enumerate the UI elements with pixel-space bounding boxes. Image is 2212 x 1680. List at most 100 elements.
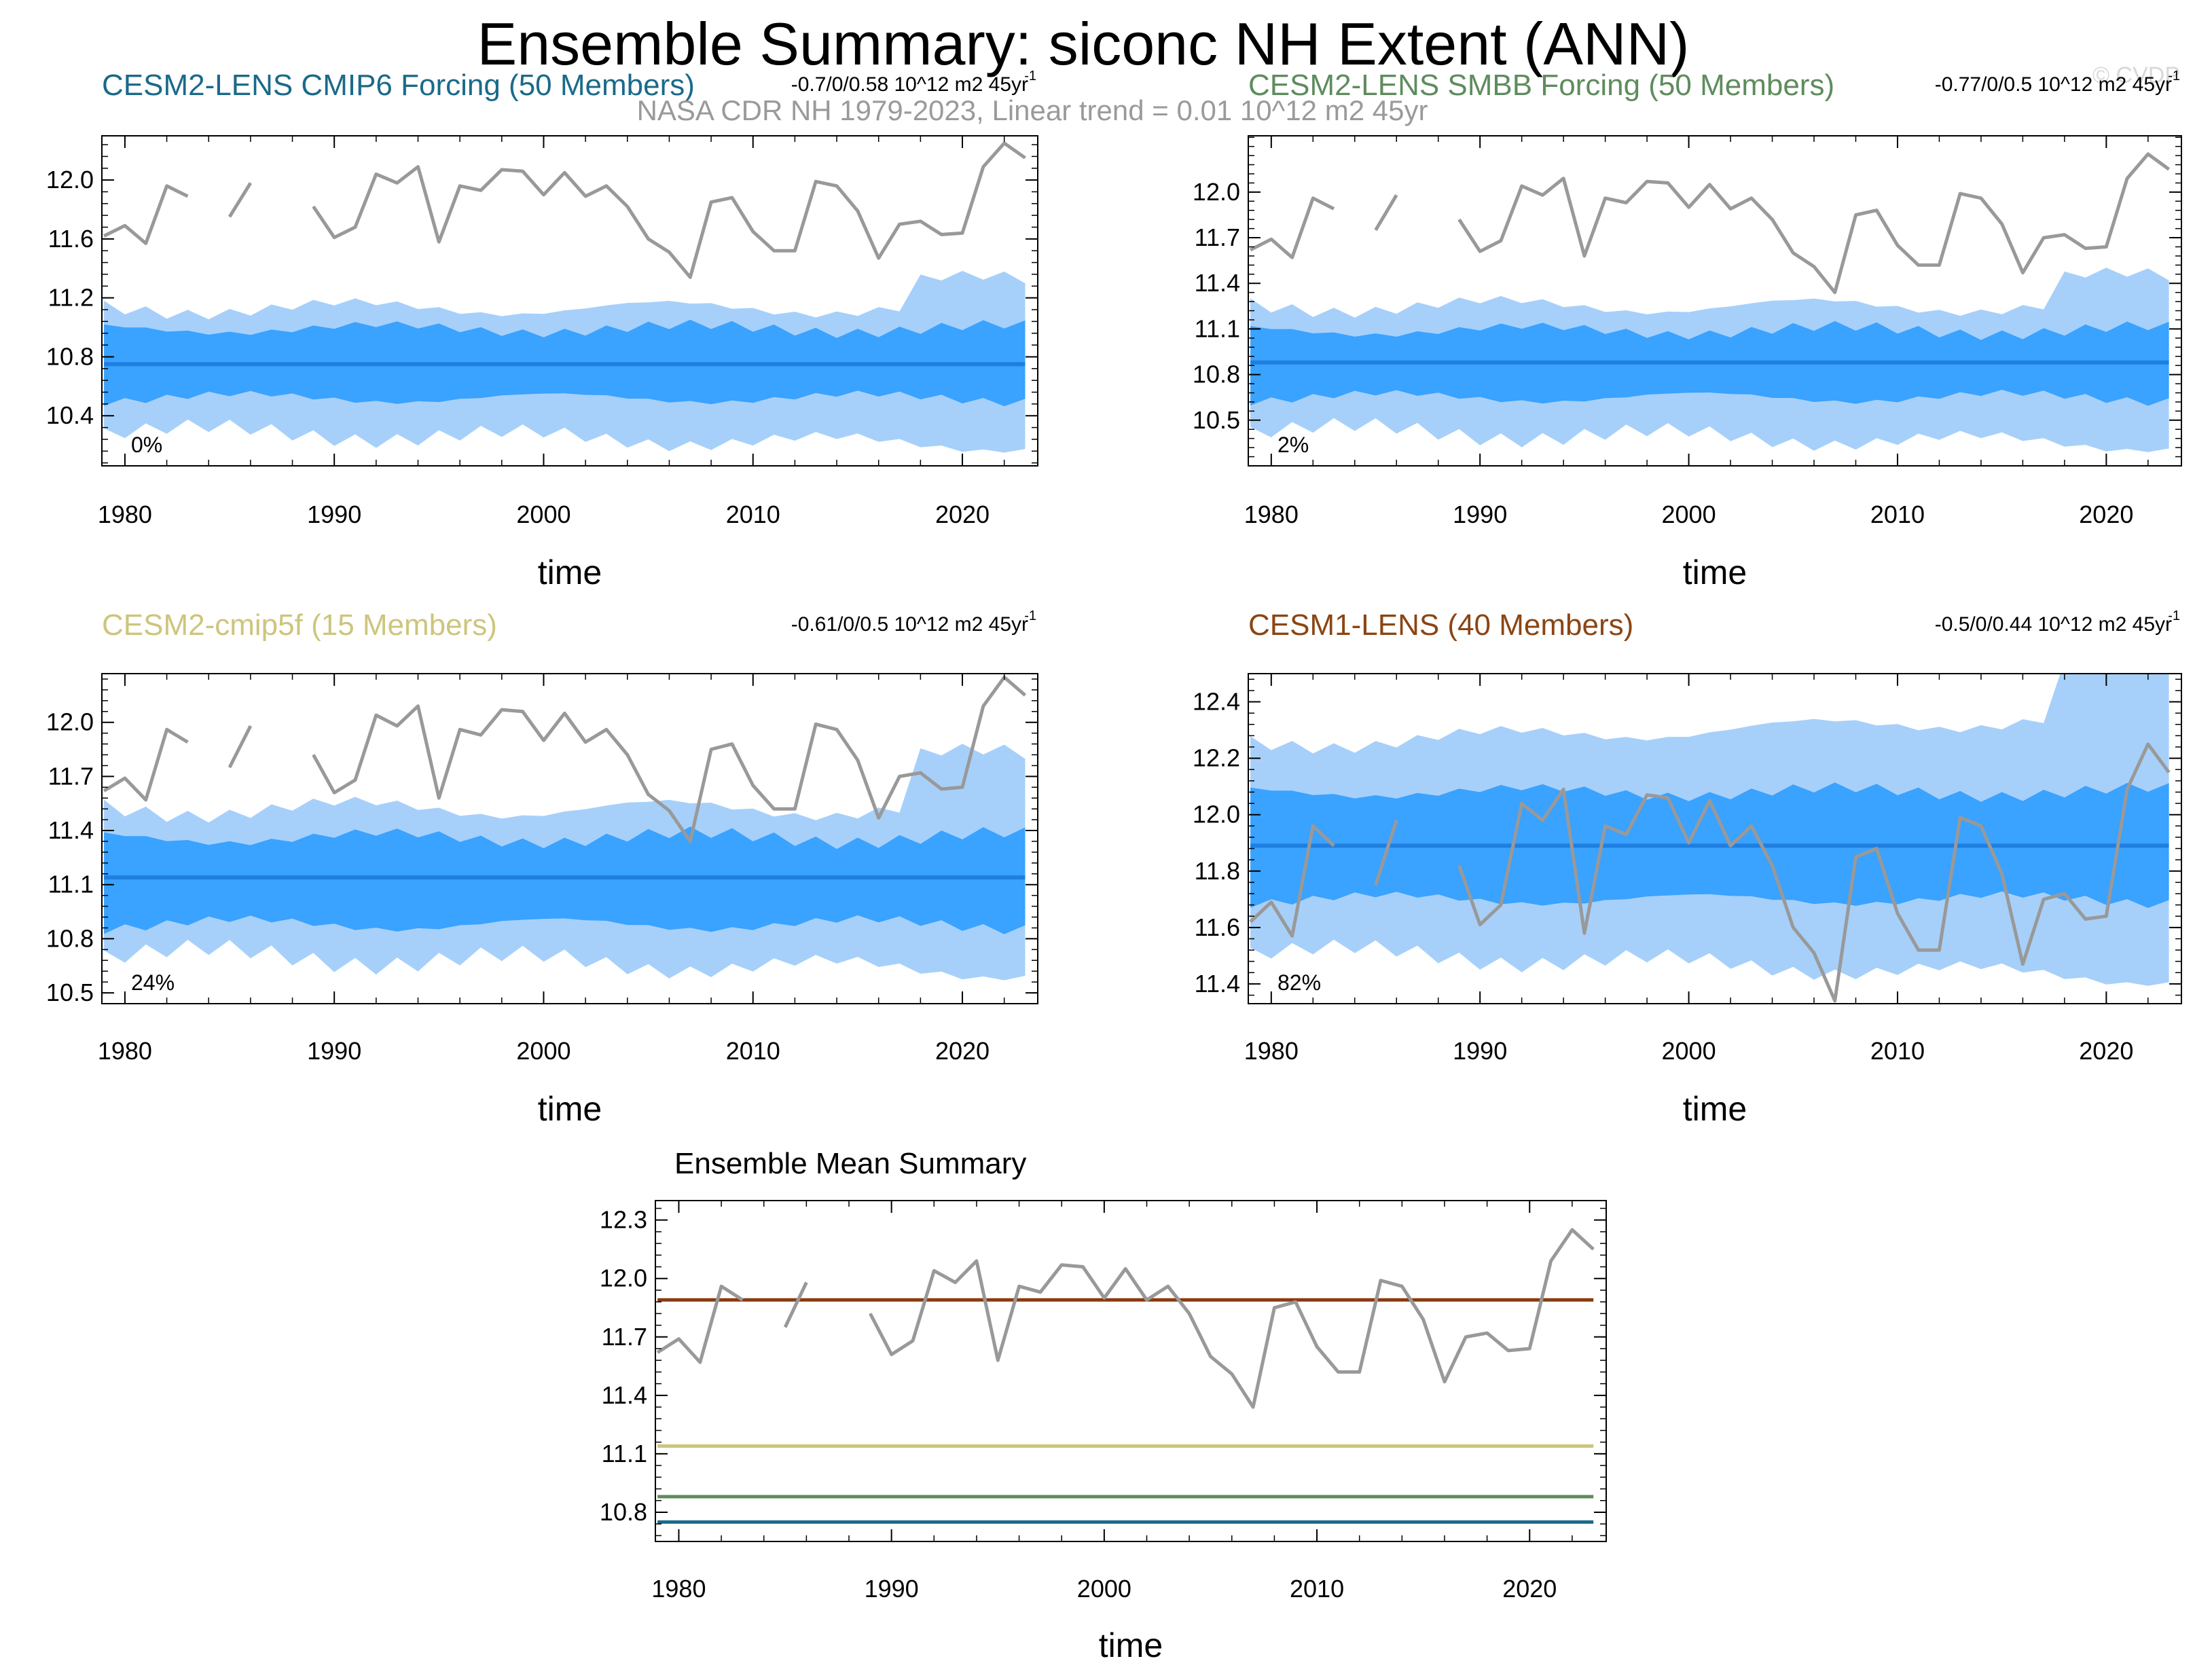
x-tick-label: 2000 [516,500,570,528]
x-tick-label: 2010 [1870,500,1925,528]
y-tick-label: 10.8 [46,342,94,370]
chart-panel-3: 10.5 10.8 11.1 11.4 11.7 12.0 1980 1990 2000 2010… [46,608,1038,1128]
y-tick-label: 12.0 [46,708,94,736]
x-axis-title: time [1683,1090,1747,1128]
y-tick-label: 11.4 [602,1381,647,1409]
percent-label: 24% [131,970,175,995]
observed-series-line [1249,742,2171,1003]
plot-frame [1248,673,2182,1004]
y-tick-label: 11.6 [48,225,94,253]
y-tick-label: 10.5 [46,979,94,1006]
main-title: Ensemble Summary: siconc NH Extent (ANN) [477,10,1690,77]
trend-label: -0.5/0/0.44 10^12 m2 45yr [1935,613,2172,636]
plot-frame [101,673,1038,1004]
trend-label: -0.61/0/0.5 10^12 m2 45yr [791,613,1028,636]
x-axis-title: time [1683,553,1747,591]
y-tick-label: 11.4 [1195,970,1240,998]
y-tick-label: 11.2 [48,284,94,312]
plot-frame [655,1200,1607,1542]
x-tick-label: 1990 [307,1037,361,1065]
y-tick-label: 12.0 [1193,801,1240,828]
x-tick-label: 2020 [1502,1575,1557,1603]
x-tick-label: 1980 [98,500,152,528]
trend-exponent: -1 [2168,69,2180,84]
observed-series-line [103,675,1027,843]
x-tick-label: 1980 [1244,1037,1299,1065]
percent-label: 82% [1277,970,1321,995]
x-tick-label: 1980 [1244,500,1299,528]
x-tick-label: 2020 [2079,1037,2133,1065]
y-tick-label: 10.8 [600,1498,647,1526]
x-tick-label: 1990 [1453,1037,1507,1065]
panel-title: CESM1-LENS (40 Members) [1248,608,1633,642]
y-tick-label: 11.4 [48,816,94,844]
obs-trend-note: NASA CDR NH 1979-2023, Linear trend = 0.… [637,94,1428,126]
x-tick-label: 2010 [726,1037,780,1065]
x-tick-label: 2000 [1077,1575,1131,1603]
plot-frame [101,135,1038,467]
plot-area [1249,152,2171,452]
x-axis-title: time [538,553,602,591]
observed-series-line [656,1228,1595,1409]
percent-label: 0% [131,433,162,457]
trend-exponent: -1 [1024,608,1036,623]
trend-label: -0.7/0/0.58 10^12 m2 45yr [791,73,1028,96]
y-tick-label: 11.4 [1195,269,1240,297]
y-tick-label: 10.8 [46,924,94,952]
x-tick-label: 2010 [1870,1037,1925,1065]
plot-area [103,141,1026,453]
x-tick-label: 2000 [1662,1037,1716,1065]
y-tick-label: 11.1 [48,871,94,898]
x-tick-label: 2020 [935,500,990,528]
y-tick-label: 11.1 [602,1440,647,1467]
x-tick-label: 1980 [651,1575,706,1603]
x-tick-label: 2020 [935,1037,990,1065]
percent-label: 2% [1277,433,1309,457]
y-tick-label: 11.7 [602,1323,647,1351]
x-tick-label: 2000 [1662,500,1716,528]
y-tick-label: 11.7 [48,762,94,790]
trend-label: -0.77/0/0.5 10^12 m2 45yr [1935,73,2172,96]
y-tick-label: 12.3 [600,1206,647,1234]
observed-series-line [1249,152,2171,295]
y-tick-label: 11.1 [1195,314,1240,342]
y-tick-label: 10.8 [1193,361,1240,388]
x-tick-label: 2000 [516,1037,570,1065]
y-tick-label: 12.4 [1193,688,1240,716]
y-tick-label: 11.7 [1195,223,1240,251]
y-tick-label: 10.4 [46,401,94,429]
x-tick-label: 2010 [726,500,780,528]
panel-title: CESM2-LENS SMBB Forcing (50 Members) [1248,69,1834,102]
x-tick-label: 2010 [1290,1575,1344,1603]
x-tick-label: 1990 [865,1575,919,1603]
x-tick-label: 2020 [2079,500,2133,528]
x-axis-title: time [538,1090,602,1128]
chart-panel-5: 10.8 11.1 11.4 11.7 12.0 12.3 1980 1990 2000 2010… [600,1147,1607,1664]
watermark: © CVDP [2092,62,2180,88]
chart-panel-2: 10.5 10.8 11.1 11.4 11.7 12.0 1980 1990 2000 2010… [1193,69,2182,591]
chart-panel-4: 11.4 11.6 11.8 12.0 12.2 12.4 1980 1990 2000 2010… [1193,608,2182,1128]
y-tick-label: 12.0 [1193,178,1240,206]
y-tick-label: 12.0 [600,1264,647,1292]
ensemble-inner-band [104,826,1026,934]
plot-area [656,1228,1595,1524]
y-tick-label: 11.6 [1195,913,1240,941]
x-tick-label: 1990 [1453,500,1507,528]
y-tick-label: 12.0 [46,166,94,194]
y-tick-label: 11.8 [1195,857,1240,885]
panel-title: CESM2-cmip5f (15 Members) [102,608,497,642]
y-tick-label: 12.2 [1193,744,1240,772]
panel-title: CESM2-LENS CMIP6 Forcing (50 Members) [102,69,695,102]
plot-area [1249,674,2171,1003]
trend-exponent: -1 [2168,608,2180,623]
trend-exponent: -1 [1024,69,1036,84]
x-tick-label: 1990 [307,500,361,528]
observed-series-line [103,141,1026,279]
y-tick-label: 10.5 [1193,406,1240,434]
plot-frame [1248,135,2182,467]
x-axis-title: time [1099,1626,1163,1664]
panel-title: Ensemble Mean Summary [674,1147,1026,1180]
chart-panel-1: 10.4 10.8 11.2 11.6 12.0 1980 1990 2000 2010 2020… [46,69,1038,591]
plot-area [103,675,1027,981]
